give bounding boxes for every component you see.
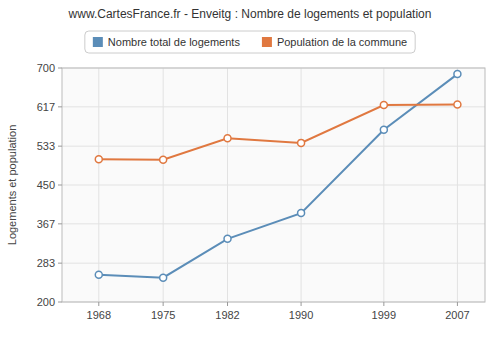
tick-mark: [58, 106, 62, 107]
tick-mark: [58, 146, 62, 147]
tick-label: 1975: [151, 309, 175, 321]
axes: 200 283 367 450 533 617 700 1968 1975 1982 1990 199…: [37, 62, 470, 321]
tick-label: 1990: [289, 309, 313, 321]
grid: [62, 68, 485, 302]
point: [454, 101, 461, 108]
tick-label: 617: [37, 101, 55, 113]
point: [160, 274, 167, 281]
point: [380, 126, 387, 133]
tick-mark: [383, 302, 384, 306]
grid-line: [62, 263, 485, 264]
tick-label: 367: [37, 218, 55, 230]
tick-mark: [301, 302, 302, 306]
grid-line: [163, 68, 164, 302]
point: [298, 210, 305, 217]
series-group: [95, 71, 461, 282]
legend-label: Nombre total de logements: [108, 36, 241, 48]
tick-label: 200: [37, 296, 55, 308]
tick-mark: [163, 302, 164, 306]
tick-label: 2007: [445, 309, 469, 321]
tick-mark: [58, 223, 62, 224]
tick-mark: [58, 185, 62, 186]
grid-line: [98, 68, 99, 302]
tick-label: 1999: [372, 309, 396, 321]
tick-mark: [457, 302, 458, 306]
legend: Nombre total de logements Population de l…: [85, 31, 415, 53]
legend-label: Population de la commune: [277, 36, 407, 48]
legend-swatch: [93, 37, 103, 47]
point: [224, 235, 231, 242]
line: [99, 105, 458, 160]
tick-label: 533: [37, 140, 55, 152]
plot-frame: [62, 68, 485, 302]
tick-label: 1982: [215, 309, 239, 321]
point: [224, 135, 231, 142]
tick-label: 450: [37, 179, 55, 191]
legend-item: Population de la commune: [262, 36, 407, 48]
point: [95, 271, 102, 278]
legend-item: Nombre total de logements: [93, 36, 241, 48]
tick-mark: [227, 302, 228, 306]
legend-swatch: [262, 37, 272, 47]
point: [95, 156, 102, 163]
plot-area: [62, 68, 485, 302]
tick-label: 283: [37, 257, 55, 269]
tick-mark: [58, 302, 62, 303]
grid-line: [62, 185, 485, 186]
legend-box: [85, 31, 415, 53]
point: [160, 156, 167, 163]
axis-label: Logements et population: [6, 125, 18, 245]
chart: 200 283 367 450 533 617 700 1968 1975 1982 1990 199…: [0, 0, 500, 340]
tick-label: 1968: [87, 309, 111, 321]
grid-line: [227, 68, 228, 302]
point: [454, 71, 461, 78]
tick-mark: [58, 263, 62, 264]
point: [380, 101, 387, 108]
grid-line: [62, 146, 485, 147]
line: [99, 74, 458, 278]
tick-label: 700: [37, 62, 55, 74]
title: www.CartesFrance.fr - Enveitg : Nombre d…: [68, 7, 432, 21]
point: [298, 139, 305, 146]
tick-mark: [98, 302, 99, 306]
grid-line: [301, 68, 302, 302]
grid-line: [62, 106, 485, 107]
tick-mark: [58, 68, 62, 69]
